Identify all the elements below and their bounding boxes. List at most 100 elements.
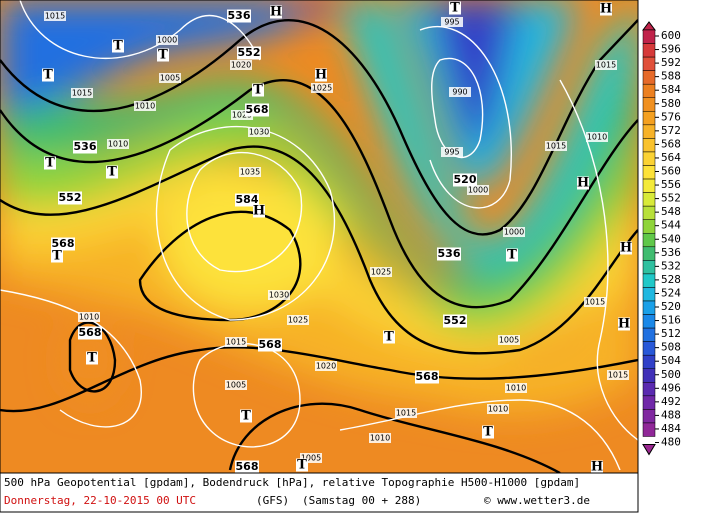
low-symbol-bg: [252, 83, 264, 97]
low-symbol: T: [507, 248, 517, 263]
low-symbol-bg: [240, 409, 252, 423]
legend-label: 596: [661, 43, 681, 56]
pressure-label: 1035: [240, 168, 260, 177]
geopotential-label-bg: [437, 247, 461, 261]
pressure-label: 1010: [506, 384, 526, 393]
pressure-label-bg: [395, 408, 417, 418]
geopotential-label-bg: [237, 46, 261, 60]
pressure-label-bg: [156, 35, 178, 45]
high-symbol-bg: [620, 241, 632, 255]
geopotential-label-bg: [245, 103, 269, 117]
geopotential-label: 568: [79, 326, 102, 339]
pressure-label-bg: [505, 383, 527, 393]
legend-swatch: [642, 151, 656, 166]
pressure-label-bg: [441, 17, 463, 27]
legend-arrow-top: [642, 21, 656, 31]
pressure-label-bg: [586, 132, 608, 142]
low-symbol-bg: [482, 425, 494, 439]
legend-swatch: [642, 368, 656, 383]
pressure-label-bg: [595, 60, 617, 70]
pressure-label: 1015: [608, 371, 628, 380]
pressure-label: 1020: [316, 362, 336, 371]
legend-label: 500: [661, 368, 681, 381]
low-symbol: T: [450, 1, 460, 16]
legend-label: 496: [661, 381, 681, 394]
legend-swatch: [642, 70, 656, 85]
low-symbol-bg: [86, 351, 98, 365]
legend-swatch: [642, 138, 656, 153]
pressure-label: 1010: [587, 133, 607, 142]
geopotential-label: 536: [228, 9, 251, 22]
pressure-label-bg: [503, 227, 525, 237]
legend-swatch: [642, 97, 656, 112]
footer-description: 500 hPa Geopotential [gpdam], Bodendruck…: [4, 476, 580, 489]
legend-swatch: [642, 219, 656, 234]
pressure-label-bg: [300, 453, 322, 463]
high-symbol-bg: [591, 460, 603, 474]
geopotential-label: 568: [246, 103, 269, 116]
pressure-label-bg: [44, 11, 66, 21]
high-symbol: H: [253, 204, 265, 219]
low-symbol: T: [158, 48, 168, 63]
legend-arrow-bottom: [642, 444, 656, 456]
low-symbol: T: [241, 409, 251, 424]
low-symbol: T: [384, 330, 394, 345]
legend-label: 504: [661, 354, 681, 367]
legend-label: 484: [661, 422, 681, 435]
low-symbol-bg: [506, 248, 518, 262]
pressure-label: 1000: [504, 228, 524, 237]
geopotential-label-bg: [73, 140, 97, 154]
high-symbol-bg: [270, 5, 282, 19]
geopotential-label: 584: [236, 193, 259, 206]
pressure-label-bg: [498, 335, 520, 345]
high-symbol-bg: [618, 317, 630, 331]
legend-label: 584: [661, 83, 681, 96]
low-symbol-bg: [42, 68, 54, 82]
legend-swatch: [642, 382, 656, 397]
low-symbol: T: [87, 351, 97, 366]
pressure-label: 1005: [226, 381, 246, 390]
legend-swatch: [642, 165, 656, 180]
legend-label: 540: [661, 232, 681, 245]
geopotential-label: 552: [444, 314, 467, 327]
legend-swatch: [642, 178, 656, 193]
high-symbol-bg: [315, 68, 327, 82]
footer-box: [0, 472, 639, 513]
pressure-label-bg: [225, 337, 247, 347]
geopotential-label: 536: [438, 247, 461, 260]
pressure-label-bg: [584, 297, 606, 307]
high-symbol: H: [620, 241, 632, 256]
pressure-label: 1030: [249, 128, 269, 137]
legend-label: 548: [661, 205, 681, 218]
legend-swatch: [642, 395, 656, 410]
legend-swatch: [642, 111, 656, 126]
legend-swatch: [642, 300, 656, 315]
legend-label: 480: [661, 436, 681, 449]
pressure-label-bg: [134, 101, 156, 111]
pressure-label-bg: [239, 167, 261, 177]
geopotential-label-bg: [78, 326, 102, 340]
legend-swatch: [642, 246, 656, 261]
legend-swatch: [642, 422, 656, 437]
legend-swatch: [642, 56, 656, 71]
low-symbol-bg: [157, 48, 169, 62]
pressure-label: 1005: [160, 74, 180, 83]
legend-swatch: [642, 287, 656, 302]
footer-forecast: (Samstag 00 + 288): [302, 494, 421, 507]
legend-label: 580: [661, 97, 681, 110]
pressure-label-bg: [225, 380, 247, 390]
geopotential-label-bg: [453, 173, 477, 187]
pressure-label-bg: [545, 141, 567, 151]
legend-swatch: [642, 205, 656, 220]
pressure-label: 1020: [231, 61, 251, 70]
legend-label: 588: [661, 70, 681, 83]
legend-label: 488: [661, 408, 681, 421]
low-symbol-bg: [383, 330, 395, 344]
low-symbol-bg: [51, 249, 63, 263]
pressure-label: 1025: [232, 111, 252, 120]
low-symbol-bg: [449, 1, 461, 15]
legend-label: 556: [661, 178, 681, 191]
pressure-label: 1030: [269, 291, 289, 300]
geopotential-label: 568: [416, 370, 439, 383]
